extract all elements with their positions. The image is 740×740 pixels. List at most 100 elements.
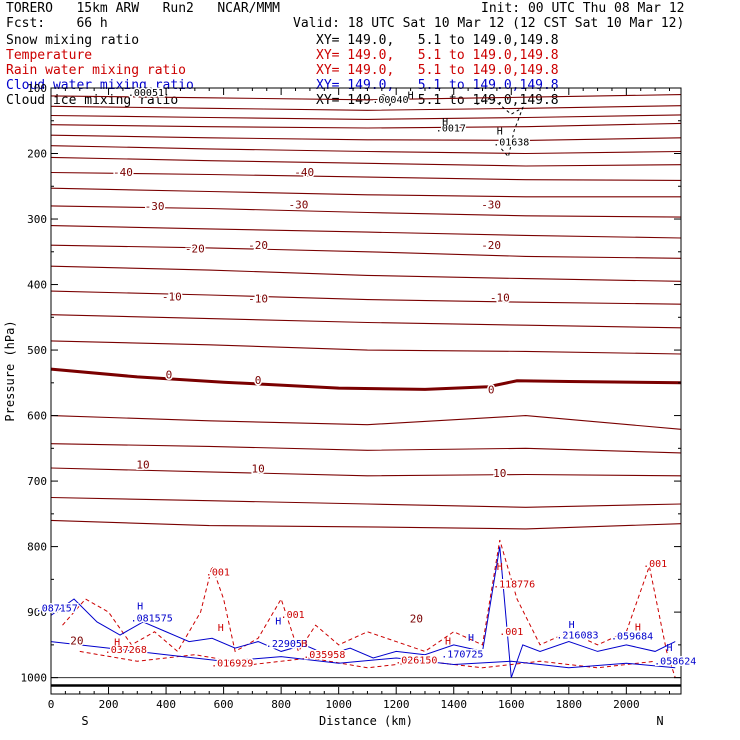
isotherm-line [50, 156, 682, 167]
valid-time: Valid: 18 UTC Sat 10 Mar 12 (12 CST Sat … [293, 16, 685, 31]
x-end-label-north: N [656, 714, 663, 728]
cloud-ice-label: .01638 [493, 138, 529, 149]
cloud-ice-label: .00051 [128, 88, 164, 99]
temperature-label: 0 [255, 374, 262, 387]
isotherm-line [50, 519, 682, 530]
temperature-label: -20 [481, 239, 501, 252]
init-time: Init: 00 UTC Thu 08 Mar 12 [481, 1, 685, 16]
rain-contour-line [62, 539, 676, 678]
field-xy-rain: XY= 149.0, 5.1 to 149.0,149.8 [316, 63, 559, 78]
high-marker: H [497, 562, 503, 573]
temperature-label: 10 [251, 463, 264, 476]
isotherm-line [50, 340, 682, 355]
temperature-label: 20 [70, 634, 83, 647]
isotherm-line [50, 367, 682, 391]
temperature-label: 10 [493, 467, 506, 480]
rain-label: .001 [643, 559, 667, 570]
isotherm-line [50, 467, 682, 477]
field-name-cloud-water: Cloud water mixing ratio [6, 78, 194, 93]
cloud-water-label: .081575 [131, 613, 173, 624]
temperature-label: 20 [410, 613, 423, 626]
x-tick-label: 400 [156, 698, 176, 711]
x-tick-label: 800 [271, 698, 291, 711]
field-name-rain: Rain water mixing ratio [6, 63, 187, 78]
high-marker: H [114, 638, 120, 649]
cloud-water-label: .216083 [556, 630, 598, 641]
temperature-label: -40 [113, 166, 133, 179]
temperature-label: -20 [248, 239, 268, 252]
temperature-label: -30 [288, 199, 308, 212]
temperature-label: -40 [294, 166, 314, 179]
rain-label: .035958 [303, 650, 345, 661]
high-marker: H [666, 643, 672, 654]
rain-label: .001 [499, 627, 523, 638]
y-axis-title: Pressure (hPa) [3, 320, 17, 421]
model-name: TORERO [6, 1, 53, 16]
isotherm-line [50, 134, 682, 141]
run-name: Run2 [162, 1, 194, 16]
isotherm-line [50, 244, 682, 259]
y-tick-label: 200 [27, 148, 47, 161]
isotherm-line [50, 496, 682, 508]
y-tick-label: 300 [27, 213, 47, 226]
isotherm-line [50, 205, 682, 218]
x-end-label-south: S [81, 714, 88, 728]
high-marker: H [137, 602, 143, 613]
isotherm-line [50, 265, 682, 282]
x-tick-label: 0 [48, 698, 55, 711]
y-tick-label: 400 [27, 279, 47, 292]
high-marker: H [275, 617, 281, 628]
forecast-hour: Fcst: 66 h [6, 17, 108, 31]
field-name-temperature: Temperature [6, 48, 93, 63]
x-tick-label: 1200 [383, 698, 410, 711]
rain-label: .118776 [493, 579, 535, 590]
high-marker: H [218, 623, 224, 634]
field-xy-cloud-water: XY= 149.0, 5.1 to 149.0,149.8 [316, 78, 559, 93]
org-name: NCAR/MMM [217, 1, 280, 16]
y-tick-label: 1000 [21, 672, 48, 685]
y-tick-label: 900 [27, 606, 47, 619]
isotherm-line [50, 94, 682, 101]
cloud-ice-label: .0017 [436, 123, 466, 134]
isotherm-line [50, 290, 682, 305]
rain-label: .026150 [395, 655, 437, 666]
temperature-label: -30 [481, 199, 501, 212]
temperature-label: -10 [490, 292, 510, 305]
cloud-water-label: .058624 [654, 657, 696, 668]
cloud-ice-label: .00040 [372, 95, 408, 106]
rain-label: .001 [281, 610, 305, 621]
isotherm-line [50, 314, 682, 329]
high-marker: H [442, 117, 448, 128]
x-tick-label: 200 [99, 698, 119, 711]
temperature-label: -10 [248, 292, 268, 305]
x-tick-label: 2000 [613, 698, 640, 711]
high-marker: H [408, 91, 414, 102]
field-xy-temperature: XY= 149.0, 5.1 to 149.0,149.8 [316, 48, 559, 63]
cloud-water-contour-line [50, 641, 676, 669]
isotherm-line [50, 122, 682, 129]
x-tick-label: 1000 [325, 698, 352, 711]
isotherm-line [50, 415, 682, 430]
rain-label: .001 [206, 567, 230, 578]
ice-contour-line [476, 97, 524, 158]
high-marker: H [301, 639, 307, 650]
cloud-water-label: .087157 [36, 604, 78, 615]
temperature-label: 0 [488, 383, 495, 396]
rain-label: .016929 [211, 659, 253, 670]
x-axis-title: Distance (km) [319, 714, 413, 728]
high-marker: H [569, 620, 575, 631]
rain-contour-line [79, 650, 656, 669]
field-xy-snow: XY= 149.0, 5.1 to 149.0,149.8 [316, 33, 559, 48]
temperature-label: 0 [166, 368, 173, 381]
high-marker: H [635, 623, 641, 634]
cloud-water-contour-line [50, 546, 676, 678]
isotherm-line [50, 225, 682, 239]
header-line-1: TORERO 15km ARW Run2 NCAR/MMM [6, 2, 280, 16]
x-tick-label: 1600 [498, 698, 525, 711]
cloud-water-label: .170725 [441, 649, 483, 660]
isotherm-line [50, 105, 682, 111]
y-tick-label: 700 [27, 475, 47, 488]
isotherm-line [50, 187, 681, 198]
